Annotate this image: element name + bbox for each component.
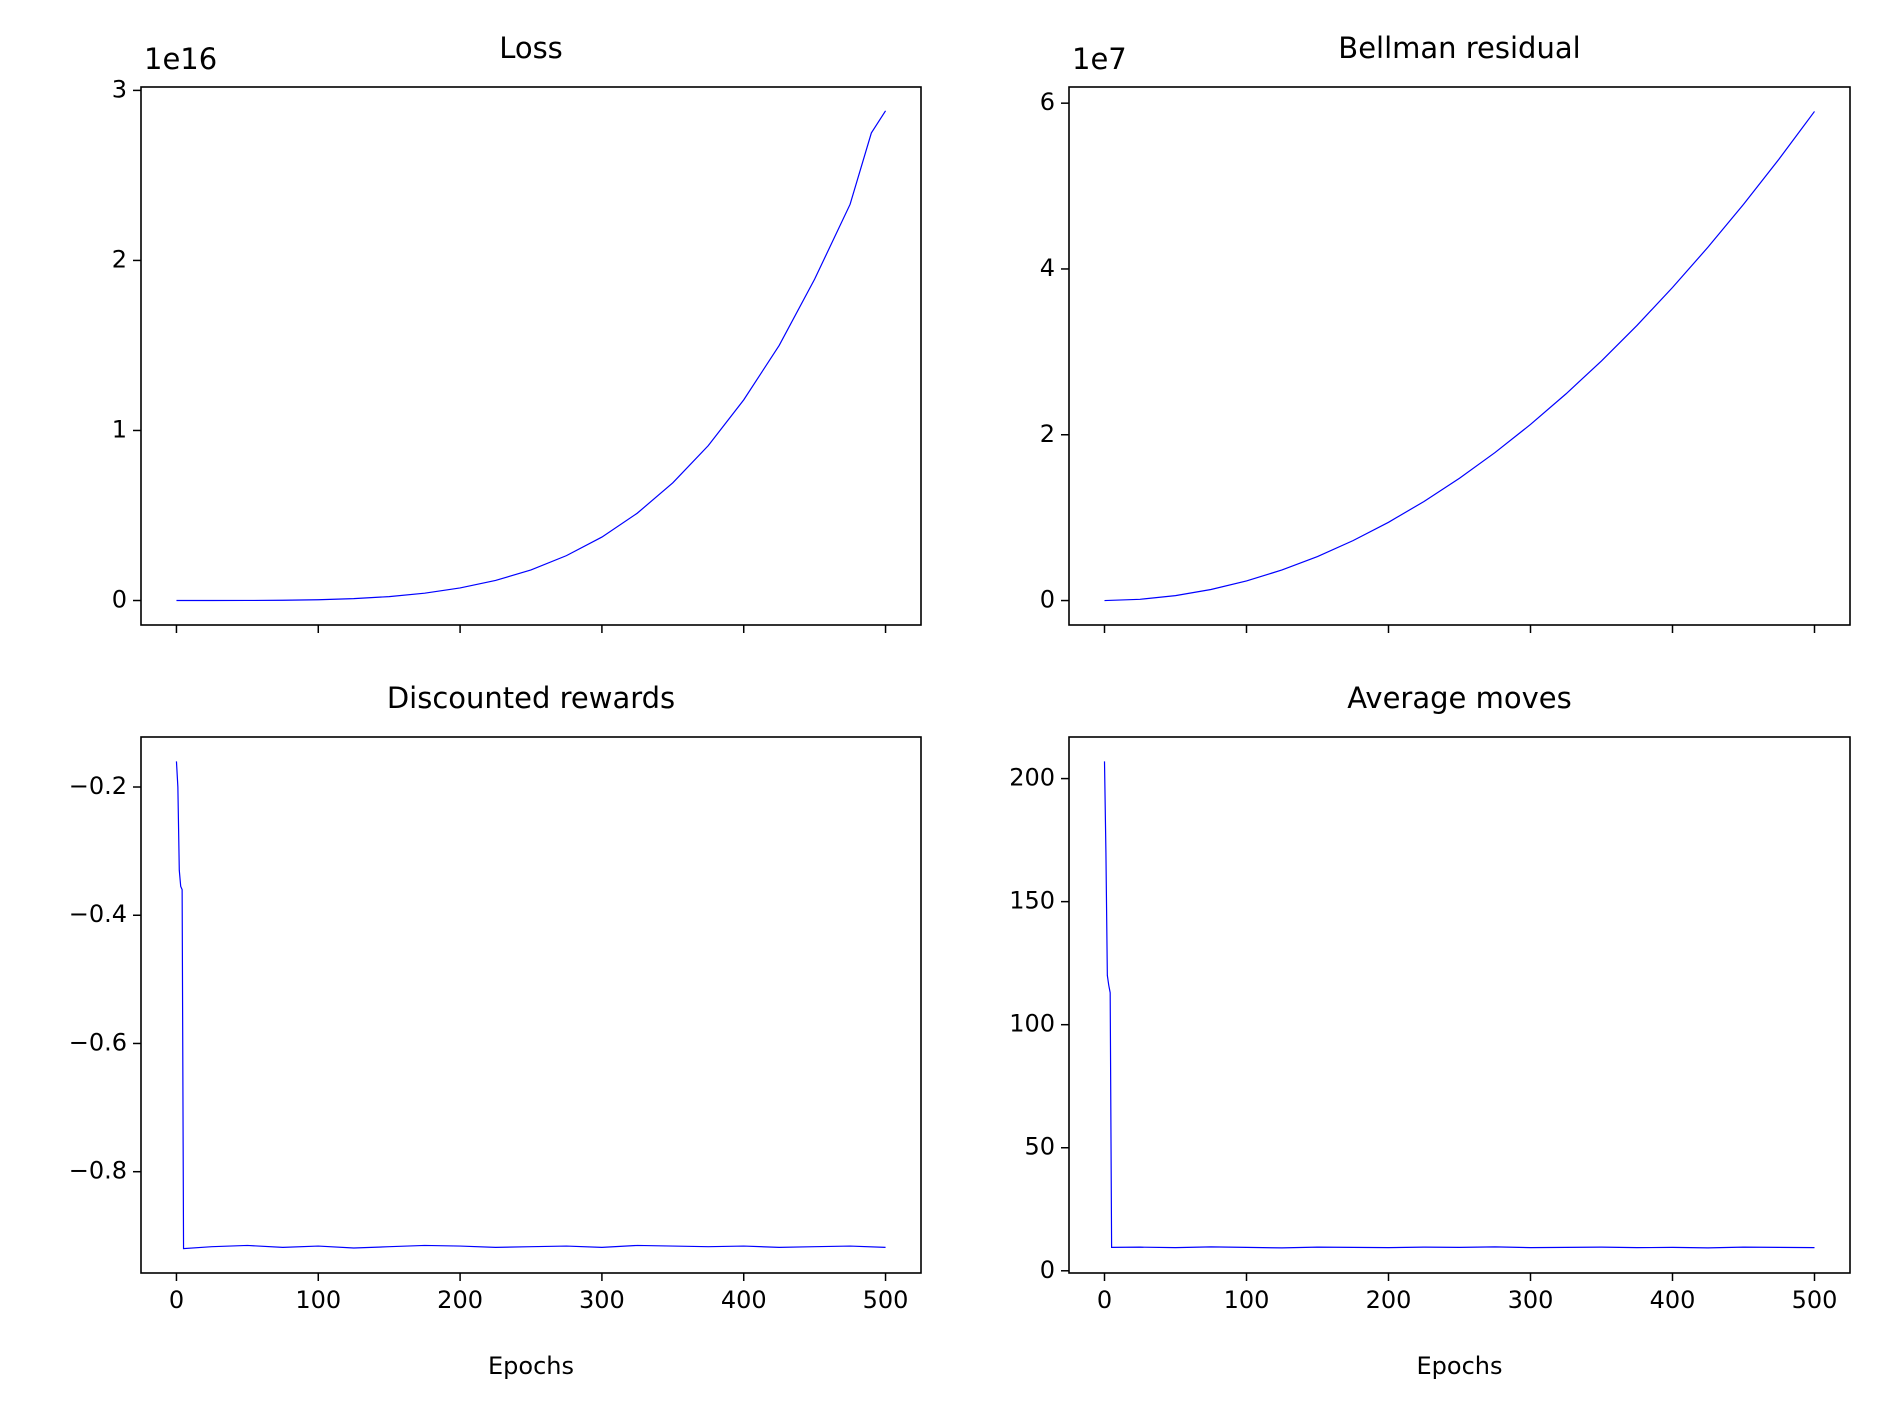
y-tick-label: 0 [112, 586, 127, 614]
chart-title: Bellman residual [1338, 31, 1580, 65]
chart-title: Average moves [1347, 681, 1571, 715]
x-tick-label: 0 [169, 1286, 184, 1314]
x-tick-label: 200 [1366, 1286, 1412, 1314]
x-tick-label: 500 [1792, 1286, 1838, 1314]
x-tick-label: 500 [863, 1286, 909, 1314]
x-tick-label: 400 [1650, 1286, 1696, 1314]
data-line [176, 110, 887, 602]
y-tick-label: 200 [1009, 764, 1055, 792]
y-tick-label: 4 [1040, 254, 1055, 282]
y-tick-label: −0.6 [69, 1028, 127, 1056]
y-tick-label: 150 [1009, 887, 1055, 915]
y-tick-label: 100 [1009, 1010, 1055, 1038]
x-tick-label: 100 [1224, 1286, 1270, 1314]
y-tick-label: −0.8 [69, 1157, 127, 1185]
axes-frame [140, 86, 922, 626]
y-tick-label: 1 [112, 415, 127, 443]
y-tick-label: 2 [1040, 420, 1055, 448]
axes-frame [140, 736, 922, 1274]
x-tick-label: 0 [1097, 1286, 1112, 1314]
chart-title: Discounted rewards [387, 681, 675, 715]
x-tick-label: 300 [1508, 1286, 1554, 1314]
x-tick-label: 300 [579, 1286, 625, 1314]
y-tick-label: 2 [112, 245, 127, 273]
data-line [175, 761, 886, 1250]
x-tick-label: 100 [295, 1286, 341, 1314]
x-axis-label: Epochs [488, 1352, 574, 1380]
data-line [1103, 761, 1815, 1249]
y-tick-label: 6 [1040, 88, 1055, 116]
chart-title: Loss [499, 31, 563, 65]
data-line [1104, 111, 1815, 602]
axes-frame [1068, 86, 1851, 626]
y-tick-label: 3 [112, 75, 127, 103]
y-offset-label: 1e7 [1072, 42, 1127, 76]
y-tick-label: −0.4 [69, 900, 127, 928]
x-tick-label: 400 [721, 1286, 767, 1314]
y-tick-label: −0.2 [69, 772, 127, 800]
y-offset-label: 1e16 [144, 42, 217, 76]
axes-frame [1068, 736, 1851, 1274]
x-tick-label: 200 [437, 1286, 483, 1314]
x-axis-label: Epochs [1417, 1352, 1503, 1380]
y-tick-label: 50 [1024, 1133, 1055, 1161]
y-tick-label: 0 [1040, 1256, 1055, 1284]
y-tick-label: 0 [1040, 586, 1055, 614]
